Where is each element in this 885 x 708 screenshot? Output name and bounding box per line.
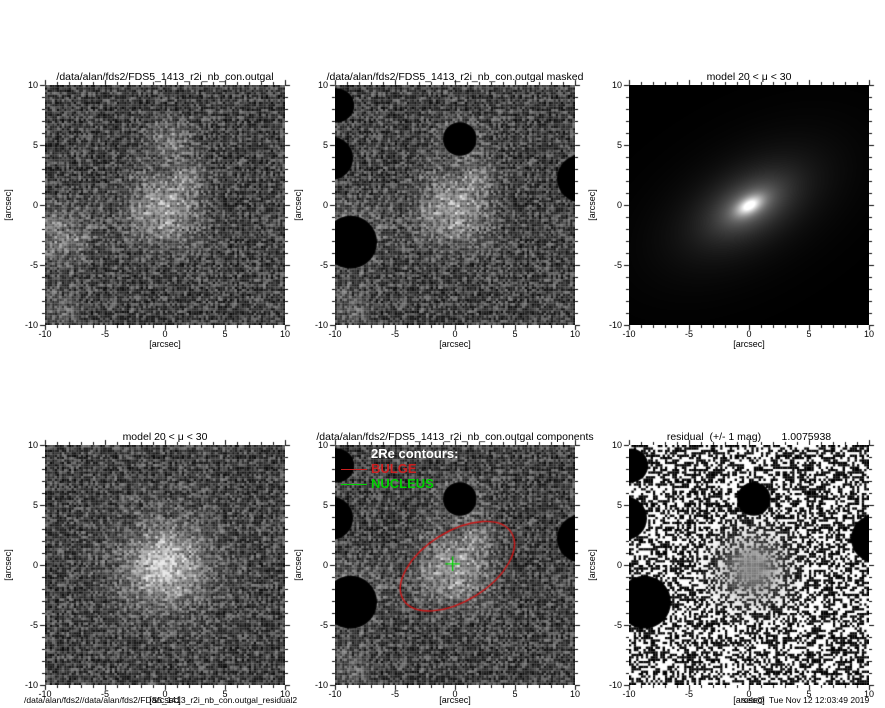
- x-tick-label: 10: [569, 329, 580, 339]
- legend-entry-bulge: BULGE: [341, 461, 417, 476]
- y-tick-label: -5: [319, 620, 328, 630]
- x-tick-label: -5: [100, 329, 109, 339]
- panel-title: /data/alan/fds2/FDS5_1413_r2i_nb_con.out…: [326, 71, 584, 83]
- masked-image-canvas: [335, 85, 575, 325]
- footer-timestamp: Tue Nov 12 12:03:49 2019: [768, 695, 870, 705]
- panel-residual: residual (+/- 1 mag) 1.0075938 [arcsec] …: [587, 431, 874, 705]
- y-tick-label: -10: [24, 680, 38, 690]
- panel-observed-image: /data/alan/fds2/FDS5_1413_r2i_nb_con.out…: [3, 71, 290, 349]
- x-tick-label: -5: [390, 689, 399, 699]
- y-tick-label: -5: [613, 620, 622, 630]
- x-tick-label: 0: [452, 329, 458, 339]
- x-tick-label: 0: [162, 329, 168, 339]
- x-tick-label: 10: [569, 689, 580, 699]
- panel-title: /data/alan/fds2/FDS5_1413_r2i_nb_con.out…: [316, 431, 594, 443]
- x-tick-label: -10: [622, 329, 636, 339]
- bulge-contour-sample-line: [341, 469, 367, 471]
- y-tick-label: -5: [319, 260, 328, 270]
- panel-title: model 20 < μ < 30: [706, 71, 792, 83]
- x-tick-label: -5: [390, 329, 399, 339]
- y-tick-label: -10: [24, 320, 38, 330]
- y-tick-label: 0: [32, 560, 38, 570]
- panel-model-noise: model 20 < μ < 30 [arcsec] [arcsec] -10-…: [3, 431, 290, 705]
- y-tick-label: 0: [322, 560, 328, 570]
- y-tick-label: 10: [27, 440, 38, 450]
- x-tick-label: 5: [512, 689, 518, 699]
- x-tick-label: -10: [38, 689, 52, 699]
- x-axis-label: [arcsec]: [439, 695, 471, 705]
- x-tick-label: -5: [684, 329, 693, 339]
- y-tick-label: 0: [32, 200, 38, 210]
- residual-file-path: /data/alan/fds2//data/alan/fds2/FDS5_141…: [24, 695, 298, 705]
- x-axis-label: [arcsec]: [733, 695, 765, 705]
- y-tick-label: 5: [32, 140, 38, 150]
- model-noise-canvas: [45, 445, 285, 685]
- x-tick-label: -10: [328, 329, 342, 339]
- panel-components: /data/alan/fds2/FDS5_1413_r2i_nb_con.out…: [293, 431, 594, 705]
- y-tick-label: 5: [616, 140, 622, 150]
- x-tick-label: 0: [746, 329, 752, 339]
- x-tick-label: 5: [806, 329, 812, 339]
- y-tick-label: -5: [29, 620, 38, 630]
- x-tick-label: -10: [622, 689, 636, 699]
- x-tick-label: -5: [684, 689, 693, 699]
- y-tick-label: 5: [616, 500, 622, 510]
- y-tick-label: -10: [314, 320, 328, 330]
- y-tick-label: 0: [322, 200, 328, 210]
- y-tick-label: -10: [608, 320, 622, 330]
- panel-title: model 20 < μ < 30: [122, 431, 208, 443]
- x-axis-label: [arcsec]: [149, 339, 181, 349]
- y-tick-label: 10: [27, 80, 38, 90]
- x-tick-label: 0: [162, 689, 168, 699]
- y-tick-label: 10: [317, 80, 328, 90]
- panel-title: /data/alan/fds2/FDS5_1413_r2i_nb_con.out…: [56, 71, 274, 83]
- footer-user-timestamp: seb@ Tue Nov 12 12:03:49 2019: [742, 695, 869, 705]
- panel-model-smooth: model 20 < μ < 30 [arcsec] [arcsec] -10-…: [587, 71, 874, 349]
- x-axis-label: [arcsec]: [733, 339, 765, 349]
- observed-image-canvas: [45, 85, 285, 325]
- legend-label: BULGE: [371, 461, 417, 476]
- y-tick-label: 0: [616, 560, 622, 570]
- residual-image-canvas: [629, 445, 869, 685]
- x-tick-label: 10: [279, 329, 290, 339]
- panel-title: residual (+/- 1 mag) 1.0075938: [666, 431, 832, 443]
- x-tick-label: 10: [863, 689, 874, 699]
- y-tick-label: 10: [317, 440, 328, 450]
- x-axis-label: [arcsec]: [439, 339, 471, 349]
- x-tick-label: -10: [328, 689, 342, 699]
- y-tick-label: -10: [608, 680, 622, 690]
- y-tick-label: 0: [616, 200, 622, 210]
- model-image-canvas: [629, 85, 869, 325]
- y-tick-label: -5: [29, 260, 38, 270]
- x-tick-label: 0: [746, 689, 752, 699]
- y-tick-label: 5: [322, 500, 328, 510]
- y-tick-label: -10: [314, 680, 328, 690]
- x-axis-label: [arcsec]: [149, 695, 181, 705]
- x-tick-label: 5: [222, 329, 228, 339]
- panel-masked-image: /data/alan/fds2/FDS5_1413_r2i_nb_con.out…: [293, 71, 583, 349]
- x-tick-label: 5: [512, 329, 518, 339]
- legend-label: NUCLEUS: [371, 476, 434, 491]
- y-tick-label: 10: [611, 440, 622, 450]
- x-tick-label: 5: [222, 689, 228, 699]
- x-tick-label: 10: [863, 329, 874, 339]
- x-tick-label: 0: [452, 689, 458, 699]
- legend-header: 2Re contours:: [371, 446, 459, 461]
- legend-entry-nucleus: NUCLEUS: [341, 476, 434, 491]
- x-tick-label: -5: [100, 689, 109, 699]
- nucleus-contour-sample-line: [341, 484, 367, 486]
- x-tick-label: 10: [279, 689, 290, 699]
- y-tick-label: 10: [611, 80, 622, 90]
- components-image-canvas: [335, 445, 575, 685]
- y-tick-label: 5: [32, 500, 38, 510]
- footer-user: seb@: [742, 695, 765, 705]
- x-tick-label: 5: [806, 689, 812, 699]
- x-tick-label: -10: [38, 329, 52, 339]
- y-tick-label: -5: [613, 260, 622, 270]
- y-tick-label: 5: [322, 140, 328, 150]
